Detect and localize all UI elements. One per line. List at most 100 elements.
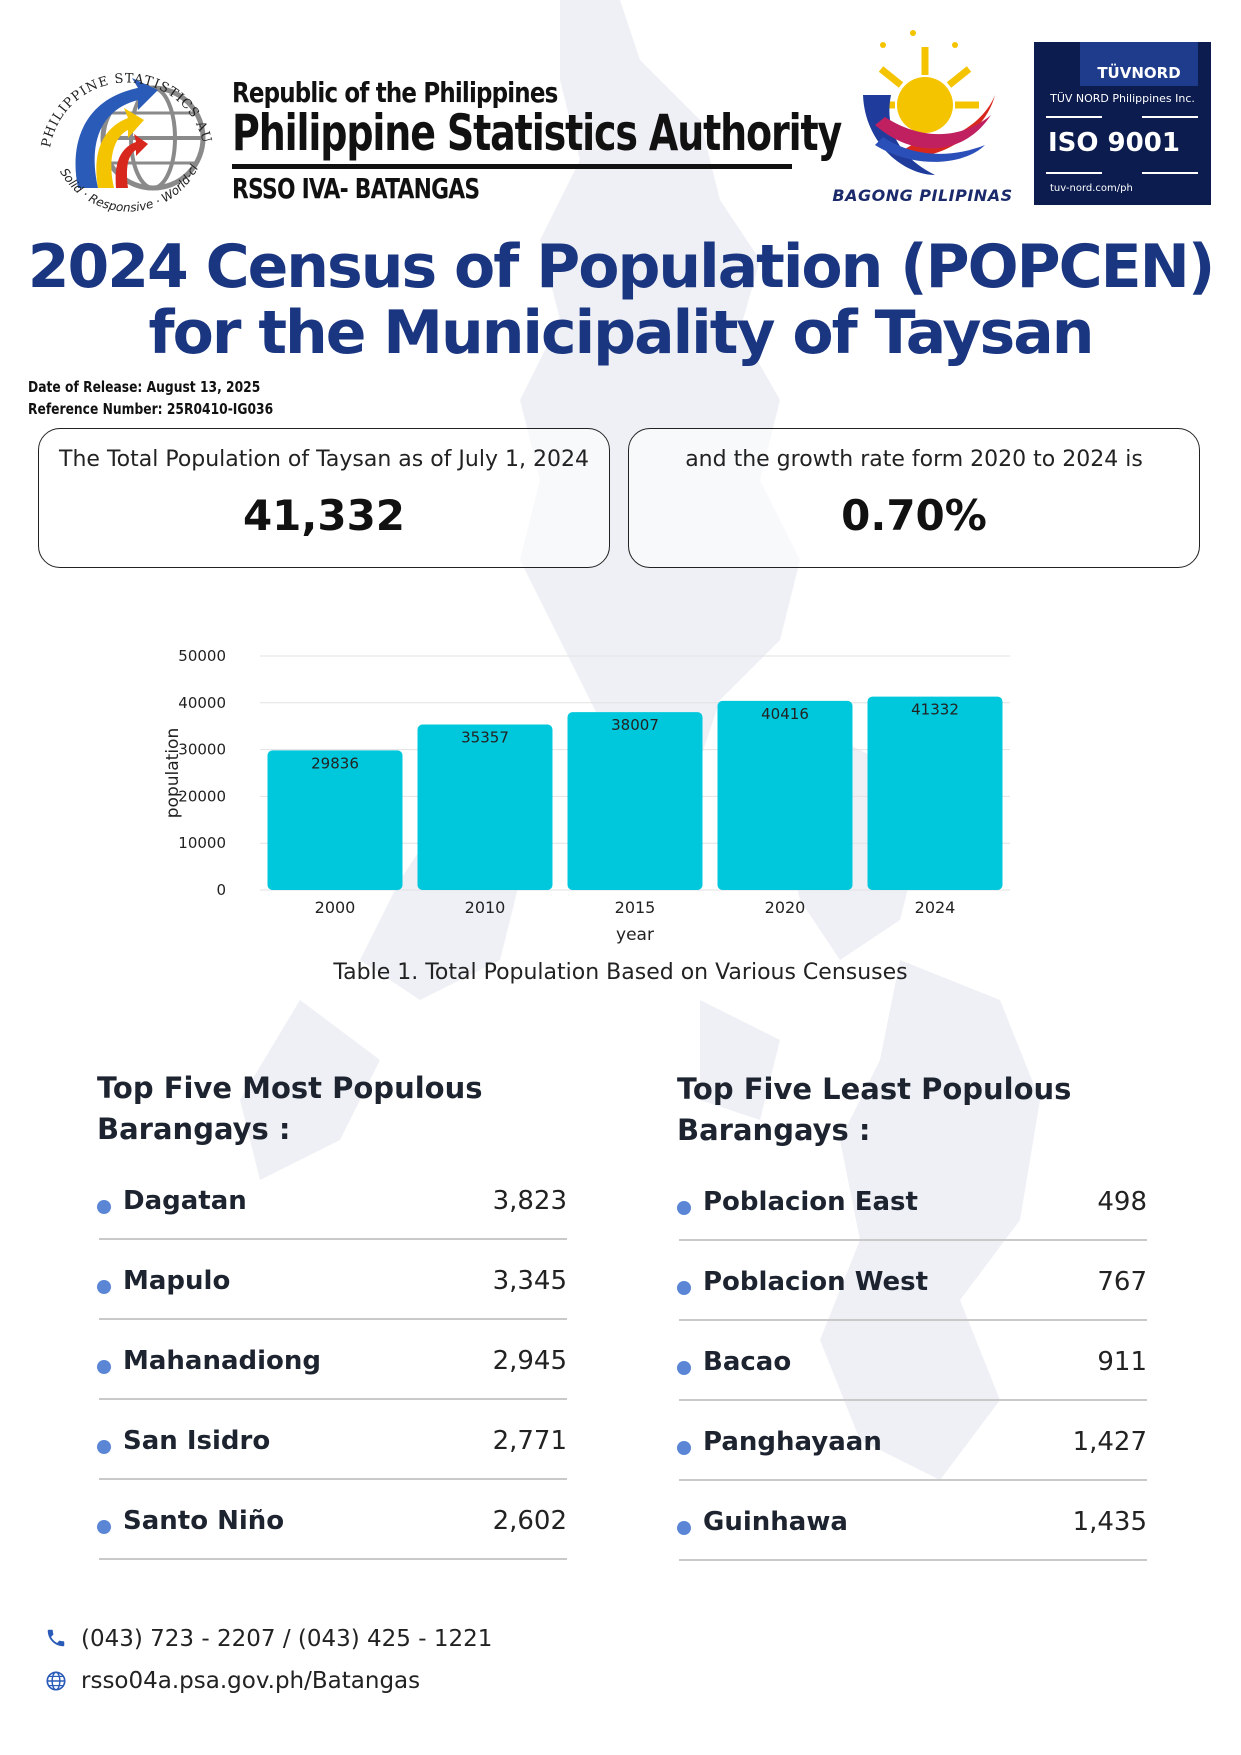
office-name: RSSO IVA- BATANGAS [232,172,480,205]
bullet-icon [97,1440,111,1454]
bullet-icon [677,1201,691,1215]
barangay-name: Bacao [703,1347,792,1377]
barangay-name: Mapulo [123,1266,231,1296]
least-populous-list: Poblacion East 498 Poblacion West 767 Bacao 9… [677,1163,1147,1563]
barangay-name: Poblacion West [703,1267,929,1297]
barangay-name: Panghayaan [703,1427,882,1457]
row-divider [99,1478,567,1480]
list-item: Bacao 911 [677,1323,1147,1403]
bullet-icon [677,1441,691,1455]
row-divider [679,1399,1147,1401]
data-label: 35357 [461,729,509,747]
reference-number: Reference Number: 25R0410-IG036 [28,400,274,418]
barangay-population: 1,427 [1072,1427,1147,1457]
y-tick-label: 20000 [178,787,226,805]
release-date: Date of Release: August 13, 2025 [28,378,261,396]
list-item: Mapulo 3,345 [97,1242,567,1322]
x-axis-label: year [616,925,654,945]
total-population-label: The Total Population of Taysan as of Jul… [59,447,589,472]
tuv-company: TÜV NORD Philippines Inc. [1050,92,1195,105]
republic-line: Republic of the Philippines [232,76,558,109]
y-tick-label: 50000 [178,647,226,665]
bullet-icon [97,1200,111,1214]
psa-globe-arrows-icon: PHILIPPINE STATISTICS AUTHORITY Solid · … [22,27,213,215]
website-link[interactable]: rsso04a.psa.gov.ph/Batangas [81,1668,421,1694]
list-item: Poblacion East 498 [677,1163,1147,1243]
title-line-1: 2024 Census of Population (POPCEN) [27,232,1216,302]
data-label: 38007 [611,716,659,734]
barangay-population: 911 [1097,1347,1147,1377]
row-divider [99,1398,567,1400]
growth-rate-card: and the growth rate form 2020 to 2024 is… [628,428,1200,568]
growth-rate-value: 0.70% [841,491,987,540]
row-divider [99,1318,567,1320]
tuv-url: tuv-nord.com/ph [1050,183,1133,194]
phone-icon [47,1629,65,1647]
list-item: Dagatan 3,823 [97,1162,567,1242]
barangay-population: 1,435 [1072,1507,1147,1537]
phone-numbers: (043) 723 - 2207 / (043) 425 - 1221 [81,1626,493,1652]
y-tick-label: 10000 [178,834,226,852]
most-populous-heading: Top Five Most Populous Barangays : [97,1071,483,1146]
footer-phone: (043) 723 - 2207 / (043) 425 - 1221 [45,1626,492,1652]
y-tick-label: 30000 [178,741,226,759]
list-item: San Isidro 2,771 [97,1402,567,1482]
row-divider [679,1239,1147,1241]
barangay-population: 2,945 [492,1346,567,1376]
tuv-nord-brand: TÜVNORD [1080,42,1198,86]
barangay-name: San Isidro [123,1426,271,1456]
y-axis-label: population [163,728,183,818]
bullet-icon [677,1281,691,1295]
list-item: Guinhawa 1,435 [677,1483,1147,1563]
iso-standard: ISO 9001 [1048,128,1180,158]
y-tick-label: 0 [216,881,226,899]
row-divider [679,1319,1147,1321]
header-divider [232,164,792,169]
x-tick-label: 2020 [765,898,806,917]
y-tick-label: 40000 [178,694,226,712]
data-label: 41332 [911,701,959,719]
footer-website[interactable]: rsso04a.psa.gov.ph/Batangas [45,1668,420,1694]
list-item: Santo Niño 2,602 [97,1482,567,1562]
list-item: Panghayaan 1,427 [677,1403,1147,1483]
barangay-population: 3,823 [492,1186,567,1216]
total-population-card: The Total Population of Taysan as of Jul… [38,428,610,568]
barangay-population: 2,771 [492,1426,567,1456]
barangay-population: 3,345 [492,1266,567,1296]
data-label: 40416 [761,705,809,723]
barangay-name: Santo Niño [123,1506,285,1536]
barangay-name: Poblacion East [703,1187,918,1217]
x-tick-label: 2010 [465,898,506,917]
bar-2000 [267,750,403,890]
x-tick-label: 2024 [915,898,956,917]
row-divider [679,1479,1147,1481]
bar-2024 [867,696,1003,890]
bullet-icon [97,1520,111,1534]
row-divider [99,1238,567,1240]
bar-2020 [717,700,853,890]
bagong-pilipinas-sun-icon [863,30,995,175]
bullet-icon [97,1360,111,1374]
bullet-icon [677,1361,691,1375]
title-line-2: for the Municipality of Taysan [148,298,1095,368]
growth-rate-label: and the growth rate form 2020 to 2024 is [685,447,1143,472]
page-title: 2024 Census of Population (POPCEN) for t… [0,234,1241,366]
x-tick-label: 2000 [315,898,356,917]
iso-9001-badge: TÜVNORD TÜV NORD Philippines Inc. ISO 90… [1034,42,1211,205]
x-tick-label: 2015 [615,898,656,917]
barangay-name: Guinhawa [703,1507,848,1537]
barangay-name: Dagatan [123,1186,247,1216]
list-item: Mahanadiong 2,945 [97,1322,567,1402]
population-bar-chart: 0 10000 20000 30000 40000 50000 29836 2000 35357… [163,647,1010,945]
barangay-population: 498 [1097,1187,1147,1217]
barangay-name: Mahanadiong [123,1346,322,1376]
barangay-population: 2,602 [492,1506,567,1536]
total-population-value: 41,332 [242,491,406,540]
bagong-pilipinas-label: BAGONG PILIPINAS [832,186,1013,205]
barangay-population: 767 [1097,1267,1147,1297]
chart-caption: Table 1. Total Population Based on Vario… [333,960,908,985]
least-populous-heading: Top Five Least Populous Barangays : [677,1072,1072,1147]
most-populous-list: Dagatan 3,823 Mapulo 3,345 Mahanadiong 2,945 S… [97,1162,567,1562]
bullet-icon [677,1521,691,1535]
bagong-pilipinas-logo [835,25,1015,210]
